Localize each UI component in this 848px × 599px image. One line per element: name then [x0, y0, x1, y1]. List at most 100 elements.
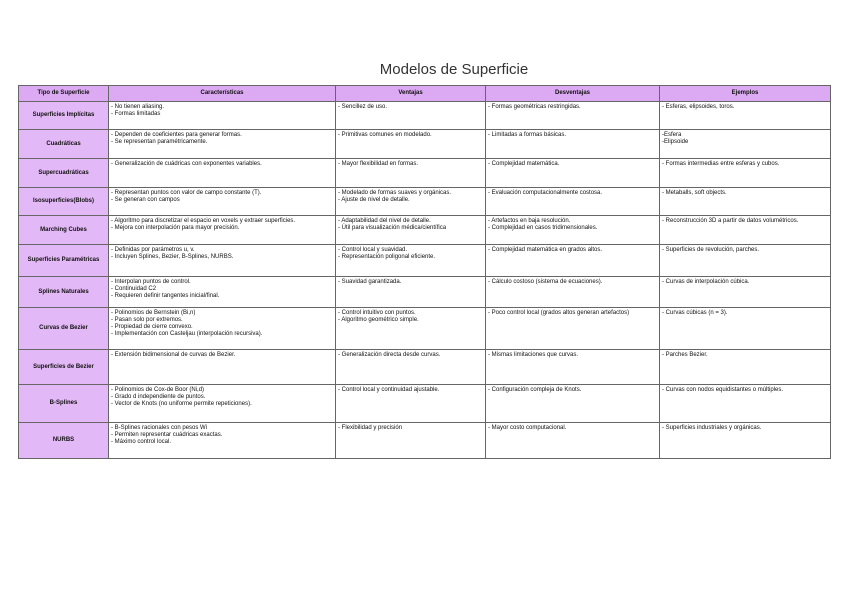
cell-line: - Representación poligonal eficiente. [338, 254, 436, 260]
cell-line: - Generalización de cuádricas con expone… [111, 161, 262, 167]
ven-cell: - Primitivas comunes en modelado. [335, 129, 486, 159]
cell-line: - Superficies de revolución, parches. [662, 247, 760, 253]
cell-line: - Generalización directa desde curvas. [338, 352, 441, 358]
cell-line: - Interpolan puntos de control. [111, 279, 191, 285]
cell-line: - Control local y suavidad. [338, 247, 408, 253]
cell-line: - Representan puntos con valor de campo … [111, 190, 262, 196]
cell-line: - Mejora con interpolación para mayor pr… [111, 225, 240, 231]
cell-line: - Artefactos en baja resolución. [488, 218, 571, 224]
cell-line: - Flexibilidad y precisión [338, 425, 403, 431]
cell-line: - Formas geométricas restringidas. [488, 104, 581, 110]
cell-line: - Control local y continuidad ajustable. [338, 387, 440, 393]
eje-cell: - Metaballs, soft objects. [659, 187, 831, 216]
car-cell: - Definidas por parámetros u, v. - Incluy… [108, 244, 336, 277]
des-cell: - Mismas limitaciones que curvas. [485, 349, 660, 385]
cell-line: - Cálculo costoso (sistema de ecuaciones… [488, 279, 603, 285]
surface-type-cell: Curvas de Bezier [18, 307, 109, 350]
column-header: Características [108, 85, 336, 102]
surface-models-table: Tipo de Superficie Características Ventaja… [18, 85, 831, 459]
cell-line: - Ajuste de nivel de detalle. [338, 197, 410, 203]
cell-line: - Limitadas a formas básicas. [488, 132, 567, 138]
cell-line: - Mayor flexibilidad en formas. [338, 161, 419, 167]
column-header: Tipo de Superficie [18, 85, 109, 102]
cell-line: - Vector de Knots (no uniforme permite r… [111, 401, 252, 407]
des-cell: - Mayor costo computacional. [485, 422, 660, 459]
eje-cell: - Curvas con nodos equidistantes o múlti… [659, 384, 831, 423]
car-cell: - Algoritmo para discretizar el espacio … [108, 215, 336, 245]
car-cell: - Dependen de coeficientes para generar … [108, 129, 336, 159]
ven-cell: - Mayor flexibilidad en formas. [335, 158, 486, 188]
cell-line: - Curvas con nodos equidistantes o múlti… [662, 387, 784, 393]
surface-type-cell: Superficies Paramétricas [18, 244, 109, 277]
column-header: Ejemplos [659, 85, 831, 102]
car-cell: - Polinomios de Cox-de Boor (Ni,d) - Grad… [108, 384, 336, 423]
page-title: Modelos de Superficie [379, 61, 529, 78]
ven-cell: - Sencillez de uso. [335, 101, 486, 130]
des-cell: - Poco control local (grados altos gener… [485, 307, 660, 350]
cell-line: - Complejidad matemática en grados altos… [488, 247, 603, 253]
cell-line: - Configuración compleja de Knots. [488, 387, 582, 393]
ven-cell: - Control intuitivo con puntos. - Algorit… [335, 307, 486, 350]
eje-cell: - Formas intermedias entre esferas y cub… [659, 158, 831, 188]
eje-cell: - Curvas de interpolación cúbica. [659, 276, 831, 308]
surface-type-cell: Isosuperficies(Blobs) [18, 187, 109, 216]
des-cell: - Cálculo costoso (sistema de ecuaciones… [485, 276, 660, 308]
table-row: Splines Naturales - Interpolan puntos de … [18, 276, 831, 308]
cell-line: - Formas intermedias entre esferas y cub… [662, 161, 780, 167]
cell-line: - Primitivas comunes en modelado. [338, 132, 432, 138]
car-cell: - Extensión bidimensional de curvas de B… [108, 349, 336, 385]
surface-type-cell: Splines Naturales [18, 276, 109, 308]
eje-cell: - Curvas cúbicas (n = 3). [659, 307, 831, 350]
table-row: Superficies de Bezier - Extensión bidimen… [18, 349, 831, 385]
table-row: Supercuadráticas - Generalización de cuád… [18, 158, 831, 188]
cell-line: - Grado d independiente de puntos. [111, 394, 206, 400]
car-cell: - Polinomios de Bernstein (Bi,n) - Pasan … [108, 307, 336, 350]
cell-line: - Pasan solo por extremos. [111, 317, 183, 323]
cell-line: - Curvas de interpolación cúbica. [662, 279, 750, 285]
cell-line: -Elipsoide [662, 139, 689, 145]
cell-line: - Polinomios de Cox-de Boor (Ni,d) [111, 387, 205, 393]
cell-line: - Propiedad de cierre convexo. [111, 324, 193, 330]
cell-line: - Complejidad matemática. [488, 161, 560, 167]
eje-cell: -Esfera -Elipsoide [659, 129, 831, 159]
cell-line: - Esferas, elipsoides, toros. [662, 104, 735, 110]
eje-cell: - Esferas, elipsoides, toros. [659, 101, 831, 130]
cell-line: - Poco control local (grados altos gener… [488, 310, 630, 316]
eje-cell: - Reconstrucción 3D a partir de datos vo… [659, 215, 831, 245]
table-row: Cuadráticas - Dependen de coeficientes pa… [18, 129, 831, 159]
cell-line: - B-Splines racionales con pesos Wi [111, 425, 208, 431]
des-cell: - Complejidad matemática. [485, 158, 660, 188]
des-cell: - Artefactos en baja resolución. - Comple… [485, 215, 660, 245]
table-row: B-Splines - Polinomios de Cox-de Boor (Ni… [18, 384, 831, 423]
des-cell: - Complejidad matemática en grados altos… [485, 244, 660, 277]
surface-type-cell: Superficies de Bezier [18, 349, 109, 385]
cell-line: -Esfera [662, 132, 682, 138]
surface-type-cell: NURBS [18, 422, 109, 459]
cell-line: - Modelado de formas suaves y orgánicas. [338, 190, 452, 196]
car-cell: - No tienen aliasing. - Formas limitadas [108, 101, 336, 130]
cell-line: - Sencillez de uso. [338, 104, 388, 110]
eje-cell: - Parches Bezier. [659, 349, 831, 385]
car-cell: - Interpolan puntos de control. - Continu… [108, 276, 336, 308]
des-cell: - Limitadas a formas básicas. [485, 129, 660, 159]
cell-line: - Se representan paramétricamente. [111, 139, 208, 145]
cell-line: - Metaballs, soft objects. [662, 190, 727, 196]
cell-line: - Útil para visualización médica/científ… [338, 225, 447, 231]
cell-line: - Permiten representar cuádricas exactas… [111, 432, 223, 438]
header-row: Tipo de Superficie Características Ventaja… [18, 85, 831, 102]
cell-line: - Algoritmo para discretizar el espacio … [111, 218, 296, 224]
surface-type-cell: Supercuadráticas [18, 158, 109, 188]
cell-line: - Se generan con campos [111, 197, 180, 203]
table-row: Superficies Implícitas - No tienen aliasi… [18, 101, 831, 130]
cell-line: - Superficies industriales y orgánicas. [662, 425, 762, 431]
ven-cell: - Flexibilidad y precisión [335, 422, 486, 459]
table-row: Curvas de Bezier - Polinomios de Bernstei… [18, 307, 831, 350]
cell-line: - Reconstrucción 3D a partir de datos vo… [662, 218, 799, 224]
cell-line: - Mayor costo computacional. [488, 425, 567, 431]
surface-type-cell: Marching Cubes [18, 215, 109, 245]
cell-line: - Máximo control local. [111, 439, 172, 445]
ven-cell: - Suavidad garantizada. [335, 276, 486, 308]
car-cell: - B-Splines racionales con pesos Wi - Per… [108, 422, 336, 459]
cell-line: - Implementación con Casteljau (interpol… [111, 331, 263, 337]
table-row: NURBS - B-Splines racionales con pesos Wi… [18, 422, 831, 459]
